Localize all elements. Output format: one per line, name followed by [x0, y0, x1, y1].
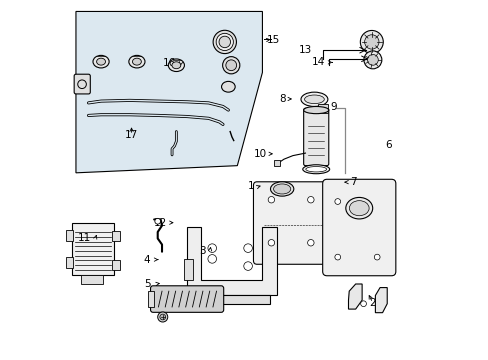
Polygon shape [76, 12, 262, 173]
Circle shape [267, 239, 274, 246]
FancyBboxPatch shape [273, 160, 280, 166]
Circle shape [373, 254, 379, 260]
Bar [81, 275, 102, 284]
FancyBboxPatch shape [74, 74, 90, 94]
Circle shape [334, 254, 340, 260]
Ellipse shape [273, 184, 290, 194]
Polygon shape [187, 226, 276, 295]
Circle shape [244, 244, 252, 252]
Circle shape [367, 54, 378, 65]
Text: 16: 16 [163, 58, 176, 68]
Bar [183, 259, 192, 280]
Text: 13: 13 [298, 45, 311, 55]
Ellipse shape [222, 57, 239, 74]
Ellipse shape [219, 36, 230, 48]
Ellipse shape [132, 58, 141, 65]
Ellipse shape [305, 167, 326, 172]
Circle shape [160, 314, 165, 320]
Circle shape [158, 312, 167, 322]
Text: 14: 14 [311, 57, 325, 67]
Bar [112, 260, 120, 270]
FancyBboxPatch shape [318, 104, 328, 113]
Text: 10: 10 [253, 149, 266, 159]
Circle shape [267, 197, 274, 203]
Circle shape [307, 197, 313, 203]
Bar [72, 223, 113, 275]
Ellipse shape [216, 33, 233, 50]
Polygon shape [375, 288, 386, 313]
Circle shape [207, 255, 216, 263]
FancyBboxPatch shape [303, 108, 328, 166]
Ellipse shape [128, 55, 144, 68]
Ellipse shape [303, 107, 328, 114]
FancyBboxPatch shape [150, 286, 223, 312]
Circle shape [307, 239, 313, 246]
Circle shape [363, 51, 381, 69]
Circle shape [360, 31, 383, 53]
Ellipse shape [304, 95, 324, 104]
Text: 15: 15 [266, 35, 280, 45]
Circle shape [155, 219, 160, 224]
Ellipse shape [349, 201, 368, 216]
Text: 6: 6 [384, 140, 391, 150]
Ellipse shape [302, 165, 329, 174]
Ellipse shape [168, 59, 184, 72]
Ellipse shape [270, 182, 293, 196]
Text: 1: 1 [247, 181, 254, 192]
Ellipse shape [93, 55, 109, 68]
Circle shape [360, 301, 366, 307]
Ellipse shape [221, 81, 235, 92]
Text: 5: 5 [144, 279, 151, 289]
Circle shape [207, 244, 216, 252]
Circle shape [334, 199, 340, 204]
Text: 3: 3 [199, 246, 205, 256]
Bar [112, 231, 120, 241]
Polygon shape [348, 284, 362, 309]
Text: 11: 11 [78, 233, 91, 243]
Ellipse shape [225, 60, 236, 71]
Text: 17: 17 [124, 130, 138, 140]
FancyBboxPatch shape [253, 182, 332, 264]
Text: 9: 9 [330, 102, 337, 112]
Ellipse shape [213, 30, 236, 54]
Ellipse shape [301, 92, 327, 107]
Ellipse shape [97, 58, 105, 65]
Text: 7: 7 [349, 177, 356, 187]
Bar [147, 291, 154, 307]
Circle shape [244, 262, 252, 270]
Text: 2: 2 [369, 298, 375, 308]
Text: 12: 12 [154, 218, 167, 228]
Bar [66, 257, 73, 268]
Circle shape [364, 35, 378, 49]
Text: 8: 8 [279, 94, 285, 104]
Bar [194, 295, 269, 304]
Text: 4: 4 [143, 255, 150, 265]
FancyBboxPatch shape [322, 179, 395, 276]
Ellipse shape [345, 197, 372, 219]
Bar [66, 230, 73, 241]
Ellipse shape [172, 62, 181, 69]
